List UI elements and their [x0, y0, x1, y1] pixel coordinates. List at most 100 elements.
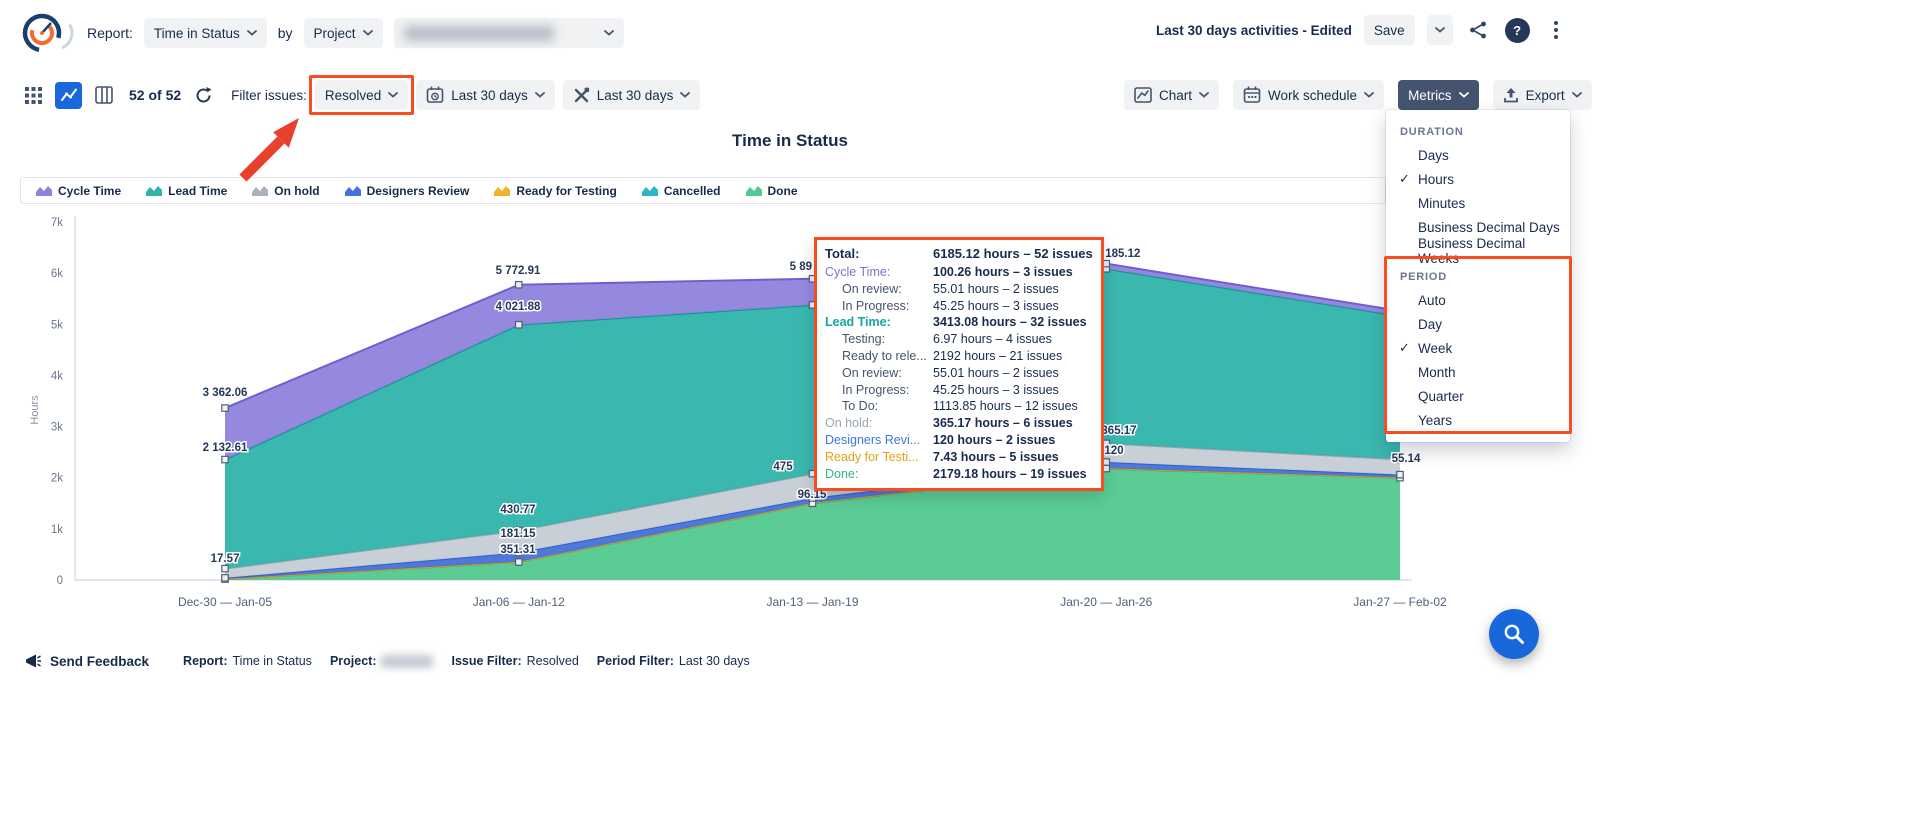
menu-item[interactable]: Auto [1386, 288, 1570, 312]
menu-item[interactable]: Month [1386, 360, 1570, 384]
more-menu-button[interactable] [1542, 16, 1570, 44]
menu-item-label: Business Decimal Days [1418, 219, 1560, 235]
summary-key: Report: [183, 654, 228, 668]
tooltip-row: Lead Time: 3413.08 hours – 32 issues [825, 314, 1093, 331]
menu-item[interactable]: Days [1386, 143, 1570, 167]
issue-filter-select[interactable]: Resolved [239, 75, 415, 182]
view-board-button[interactable] [90, 82, 117, 109]
report-type-value: Time in Status [153, 25, 240, 41]
chevron-down-icon [1434, 27, 1445, 33]
project-select[interactable] [393, 18, 624, 48]
legend-swatch [641, 186, 658, 196]
menu-item[interactable]: Business Decimal Days [1386, 215, 1570, 239]
legend-item[interactable]: Ready for Testing [494, 184, 617, 198]
magnifier-icon [1504, 624, 1524, 644]
work-schedule-button[interactable]: Work schedule [1233, 80, 1385, 110]
tooltip-row-value: 45.25 hours – 3 issues [933, 298, 1059, 313]
tooltip-row: To Do: 1113.85 hours – 12 issues [825, 398, 1093, 415]
chart-area: 0 1k 2k 3k 4k 5k 6k 7k Dec-30 — Jan-05 Jan-06 — J… [0, 210, 1580, 630]
menu-item[interactable]: ✓ Hours [1386, 167, 1570, 191]
menu-item[interactable]: Years [1386, 408, 1570, 432]
legend-item[interactable]: Cycle Time [36, 184, 121, 198]
menu-item-label: Business Decimal Weeks [1418, 236, 1526, 266]
tooltip-row-label: Ready to rele... [842, 348, 927, 363]
calendar-icon [1243, 86, 1261, 103]
y-tick-label: 7k [51, 217, 63, 229]
y-tick-label: 1k [51, 524, 63, 536]
chevron-down-icon [1458, 92, 1469, 98]
save-button[interactable]: Save [1363, 15, 1415, 45]
tooltip-row-label: In Progress: [842, 382, 910, 397]
menu-item[interactable]: ✓ Week [1386, 336, 1570, 360]
share-button[interactable] [1465, 16, 1493, 44]
legend-item[interactable]: Designers Review [344, 184, 469, 198]
tooltip-row: Ready for Testi... 7.43 hours – 5 issues [825, 449, 1093, 466]
y-tick-label: 3k [51, 422, 63, 434]
report-type-select[interactable]: Time in Status [143, 18, 267, 48]
export-icon [1503, 88, 1518, 103]
menu-item[interactable]: Day [1386, 312, 1570, 336]
data-label: 430.77 [500, 504, 535, 516]
point-marker [514, 280, 523, 289]
chevron-down-icon [388, 92, 399, 98]
zoom-fab-button[interactable] [1489, 609, 1539, 659]
issue-filter-value: Resolved [324, 87, 382, 103]
legend-item[interactable]: Done [745, 184, 798, 198]
by-label: by [277, 25, 293, 41]
footer-summary: Report: Time in Status Project: Issue Fi… [183, 654, 750, 668]
tooltip-row: Cycle Time: 100.26 hours – 3 issues [825, 264, 1093, 281]
x-tick-label: Jan-27 — Feb-02 [1353, 595, 1447, 609]
calendar-clock-icon [426, 86, 444, 103]
x-tick-label: Dec-30 — Jan-05 [178, 595, 272, 609]
export-button[interactable]: Export [1492, 80, 1592, 110]
chart-image-icon [1134, 87, 1152, 103]
legend-item[interactable]: On hold [252, 183, 320, 198]
area-cycle-time [225, 263, 1400, 460]
worklog-range-select[interactable]: Last 30 days [562, 80, 701, 110]
app-logo-icon[interactable] [18, 10, 76, 56]
tooltip-row: Total: 6185.12 hours – 52 issues [825, 244, 1093, 264]
menu-item[interactable]: Quarter [1386, 384, 1570, 408]
tooltip-row: Testing: 6.97 hours – 4 issues [825, 331, 1093, 348]
view-table-button[interactable] [20, 82, 47, 109]
data-label: 5 89 [790, 261, 812, 273]
chart-type-button[interactable]: Chart [1124, 80, 1220, 110]
point-marker [221, 455, 229, 464]
share-icon [1470, 21, 1487, 39]
legend-swatch [146, 186, 163, 196]
y-tick-label: 6k [51, 268, 63, 280]
group-by-select[interactable]: Project [303, 18, 383, 48]
legend-item[interactable]: Lead Time [146, 184, 227, 198]
menu-item[interactable]: Minutes [1386, 191, 1570, 215]
tooltip-row-value: 120 hours – 2 issues [933, 432, 1056, 447]
refresh-button[interactable] [189, 81, 217, 109]
point-marker [1396, 455, 1404, 464]
tooltip-row-label: Total: [825, 246, 860, 261]
view-chart-button[interactable] [55, 81, 82, 109]
help-button[interactable]: ? [1504, 17, 1530, 43]
app-header: Report: Time in Status by Project [18, 10, 624, 56]
created-range-select[interactable]: Last 30 days [416, 80, 555, 110]
metrics-button[interactable]: Metrics [1398, 80, 1479, 110]
tooltip-row: On review: 55.01 hours – 2 issues [825, 365, 1093, 382]
save-options-button[interactable] [1426, 15, 1453, 45]
metrics-label: Metrics [1408, 87, 1452, 103]
send-feedback-button[interactable]: Send Feedback [24, 653, 149, 669]
toolbar-right: Chart Work schedule Metrics Export [1124, 80, 1592, 110]
chevron-down-icon [362, 30, 373, 36]
tooltip-row: On review: 55.01 hours – 2 issues [825, 281, 1093, 298]
menu-item[interactable]: Business Decimal Weeks [1386, 236, 1570, 266]
legend-item[interactable]: Cancelled [641, 184, 721, 198]
redacted-value [381, 654, 434, 668]
data-label: 365.17 [1101, 425, 1136, 437]
x-tick-label: Jan-20 — Jan-26 [1060, 595, 1152, 609]
report-name-title: Last 30 days activities - Edited [1156, 22, 1352, 38]
tooltip-row-value: 1113.85 hours – 12 issues [933, 399, 1078, 414]
summary-key: Period Filter: [596, 654, 674, 668]
grid-icon [25, 86, 42, 104]
summary-key: Issue Filter: [451, 654, 522, 668]
menu-item-label: Days [1418, 147, 1449, 163]
legend-label: On hold [274, 183, 320, 198]
point-marker [514, 320, 523, 329]
area-on-hold [225, 443, 1400, 578]
